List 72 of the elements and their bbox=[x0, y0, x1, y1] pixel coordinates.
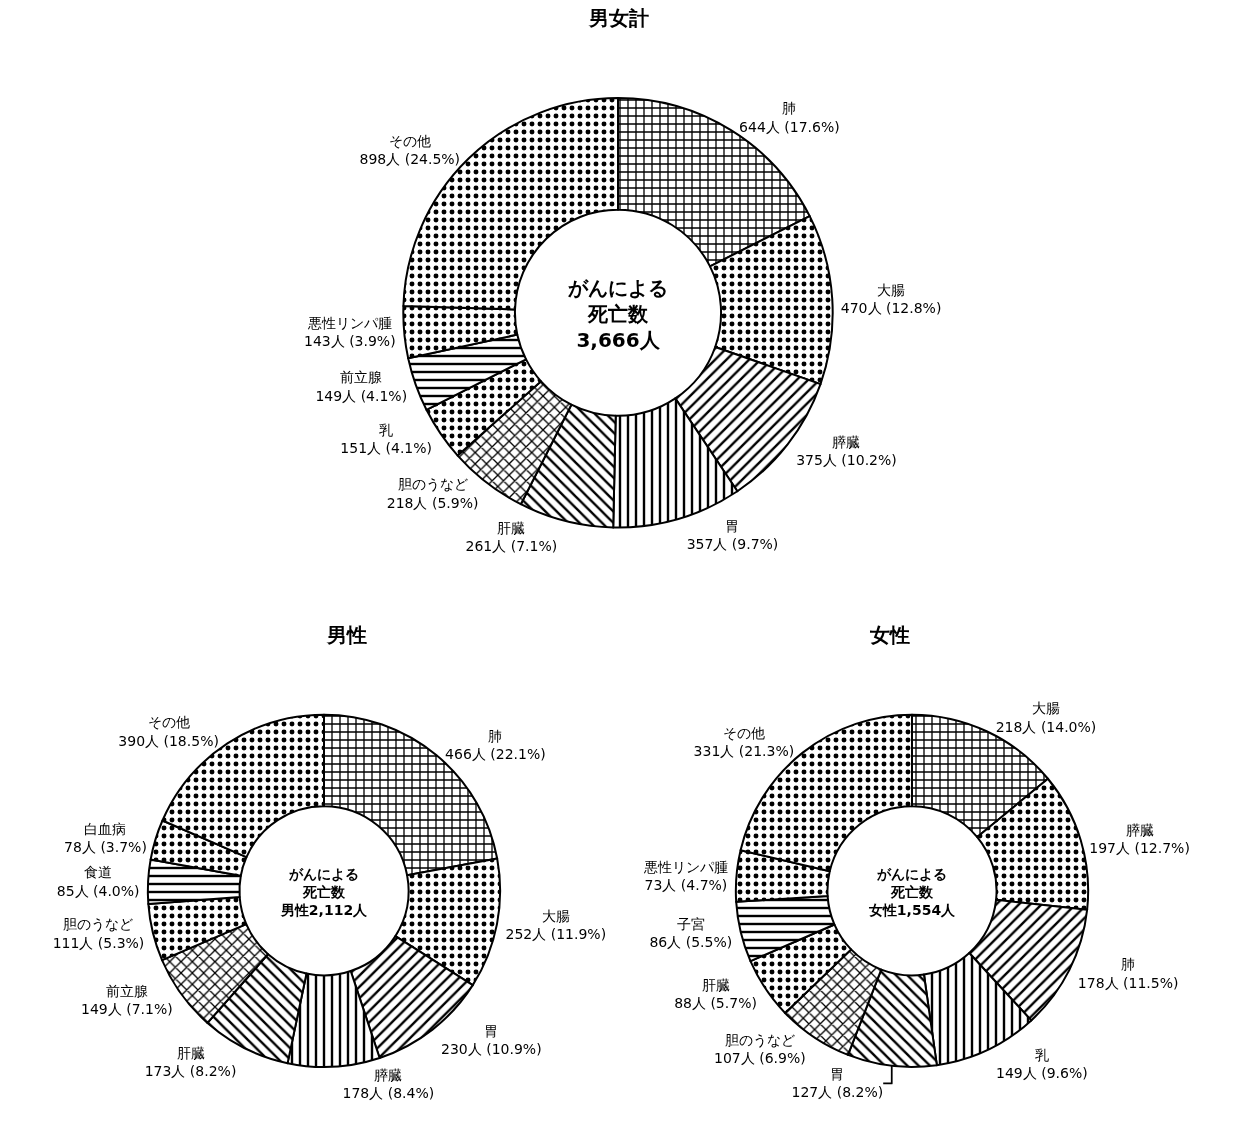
slice-label: 膵臓 bbox=[374, 1066, 403, 1083]
data-label: 88人 (5.7%) bbox=[674, 994, 757, 1011]
data-label: 149人 (9.6%) bbox=[996, 1065, 1088, 1082]
data-label: 73人 (4.7%) bbox=[644, 876, 728, 893]
slice-label: 前立腺 bbox=[105, 982, 148, 999]
data-label: 149人 (7.1%) bbox=[81, 1001, 173, 1018]
data-label: 898人 (24.5%) bbox=[359, 150, 461, 167]
slice-label: 肝臓 bbox=[701, 976, 730, 993]
data-label: 390人 (18.5%) bbox=[118, 732, 219, 749]
data-label: 143人 (3.9%) bbox=[303, 333, 396, 350]
text: 3,666人 bbox=[576, 327, 661, 352]
slice-label: 膵臓 bbox=[1125, 821, 1154, 838]
slice-label: 悪性リンパ腫 bbox=[642, 858, 728, 875]
text: 女性1,554人 bbox=[867, 902, 957, 918]
slice-label: 胃 bbox=[830, 1066, 845, 1083]
slice-label: 胆のうなど bbox=[397, 476, 468, 493]
data-label: 252人 (11.9%) bbox=[505, 925, 607, 942]
data-label: 127人 (8.2%) bbox=[791, 1084, 884, 1101]
data-label: 466人 (22.1%) bbox=[445, 746, 546, 763]
data-label: 331人 (21.3%) bbox=[693, 743, 795, 760]
data-label: 173人 (8.2%) bbox=[144, 1062, 237, 1079]
chart-title: 男性 bbox=[326, 623, 367, 647]
slice-label: 胃 bbox=[484, 1023, 499, 1040]
slice-label: 乳 bbox=[379, 422, 394, 438]
data-label: 151人 (4.1%) bbox=[340, 440, 433, 457]
text: がんによる bbox=[567, 275, 668, 300]
slice-label: 悪性リンパ腫 bbox=[306, 315, 392, 332]
slice-label: その他 bbox=[722, 725, 765, 742]
text: 男性2,112人 bbox=[279, 902, 369, 918]
text: 死亡数 bbox=[890, 883, 934, 900]
data-label: 111人 (5.3%) bbox=[52, 934, 145, 951]
slice-label: その他 bbox=[388, 132, 431, 149]
data-label: 357人 (9.7%) bbox=[686, 535, 779, 552]
data-label: 644人 (17.6%) bbox=[739, 118, 840, 135]
data-label: 78人 (3.7%) bbox=[64, 839, 147, 856]
data-label: 178人 (11.5%) bbox=[1077, 974, 1179, 991]
slice-label: 肺 bbox=[1121, 956, 1136, 973]
data-label: 178人 (8.4%) bbox=[342, 1084, 435, 1101]
slice-label: 胃 bbox=[725, 517, 740, 534]
data-label: 218人 (5.9%) bbox=[386, 494, 479, 511]
slice-label: 胆のうなど bbox=[63, 916, 134, 933]
data-label: 197人 (12.7%) bbox=[1089, 839, 1190, 856]
chart-title: 男女計 bbox=[588, 6, 649, 30]
slice-label: その他 bbox=[147, 714, 190, 731]
slice-label: 前立腺 bbox=[340, 369, 383, 386]
slice-label: 肝臓 bbox=[497, 520, 526, 536]
text: 死亡数 bbox=[302, 883, 346, 900]
text: がんによる bbox=[876, 865, 947, 882]
slice-label: 膵臓 bbox=[832, 433, 861, 450]
text: がんによる bbox=[288, 865, 359, 882]
slice-label: 胆のうなど bbox=[724, 1032, 795, 1049]
chart-title: 女性 bbox=[869, 623, 910, 647]
slice-label: 大腸 bbox=[877, 281, 906, 298]
slice-label: 肺 bbox=[488, 728, 503, 745]
data-label: 85人 (4.0%) bbox=[56, 882, 140, 899]
data-label: 86人 (5.5%) bbox=[649, 934, 733, 951]
slice-label: 子宮 bbox=[676, 915, 705, 932]
data-label: 107人 (6.9%) bbox=[714, 1050, 806, 1067]
data-label: 375人 (10.2%) bbox=[796, 451, 897, 468]
slice-label: 肺 bbox=[782, 100, 797, 117]
data-label: 218人 (14.0%) bbox=[995, 718, 1097, 735]
data-label: 230人 (10.9%) bbox=[441, 1041, 542, 1058]
slice-label: 白血病 bbox=[84, 821, 127, 838]
text: 死亡数 bbox=[587, 301, 649, 326]
slice-label: 乳 bbox=[1034, 1046, 1049, 1063]
data-label: 149人 (4.1%) bbox=[315, 387, 408, 404]
data-label: 470人 (12.8%) bbox=[840, 300, 942, 317]
slice-label: 肝臓 bbox=[176, 1044, 205, 1061]
slice-label: 大腸 bbox=[541, 907, 570, 924]
data-label: 261人 (7.1%) bbox=[465, 538, 558, 555]
slice-label: 食道 bbox=[84, 864, 113, 881]
slice-label: 大腸 bbox=[1031, 700, 1060, 717]
